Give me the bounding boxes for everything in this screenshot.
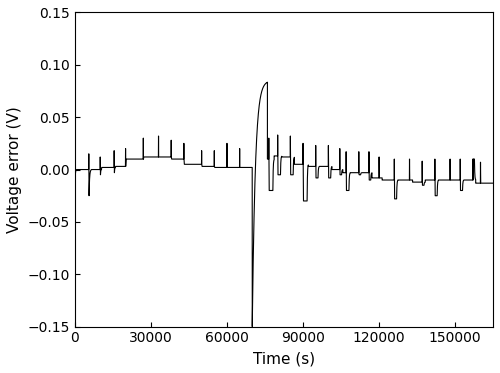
Y-axis label: Voltage error (V): Voltage error (V) (7, 106, 22, 233)
X-axis label: Time (s): Time (s) (253, 351, 315, 366)
